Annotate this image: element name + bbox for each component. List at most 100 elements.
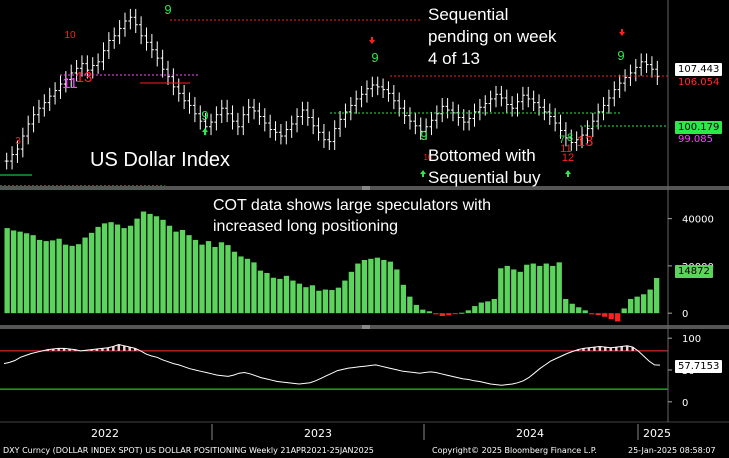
x-tick-label: 2025	[643, 427, 671, 440]
cot-bar	[205, 241, 212, 314]
cot-bar	[641, 294, 647, 314]
cot-bar	[465, 310, 471, 314]
cot-bar	[277, 278, 283, 314]
green-level-tag: 100.179	[675, 121, 723, 134]
cot-annotation: COT data shows large speculators with in…	[213, 197, 492, 235]
bottomed-annotation: Bottomed with Sequential buy	[428, 146, 541, 187]
td-count-label: 11	[560, 143, 571, 155]
td-count-label: 12	[562, 152, 574, 164]
cot-bar	[290, 280, 296, 314]
cot-bar	[374, 257, 381, 314]
cot-bar	[264, 273, 270, 314]
cot-bar	[30, 235, 36, 314]
cot-bar	[186, 235, 192, 314]
osc-overbought-fill	[46, 344, 634, 351]
pane-resize-handle	[362, 186, 370, 190]
chart-title: US Dollar Index	[90, 149, 231, 171]
cot-bar	[251, 262, 257, 314]
cot-bar	[504, 265, 510, 314]
td-count-label: 9	[371, 50, 378, 65]
cot-bar	[49, 240, 56, 314]
cot-bar	[543, 263, 549, 314]
cot-bar	[62, 244, 69, 314]
cot-bar	[114, 224, 121, 314]
footer-source: DXY Curncy (DOLLAR INDEX SPOT) US DOLLAR…	[3, 446, 374, 455]
td-count-label: 9	[201, 108, 208, 123]
y-tick-label: 0	[682, 398, 688, 409]
td-count-label: 7	[559, 134, 565, 146]
cot-bar	[166, 225, 173, 314]
x-tick-label: 2022	[91, 427, 119, 440]
cot-bar	[140, 211, 147, 314]
cot-bar	[595, 313, 601, 316]
cot-bar	[621, 308, 627, 314]
cot-bar	[654, 278, 660, 314]
cot-bar	[426, 311, 432, 314]
cot-bar	[355, 263, 361, 314]
cot-bar	[530, 263, 536, 314]
buy-arrow-icon	[202, 128, 208, 135]
cot-bar	[218, 242, 225, 314]
osc-line	[3, 343, 661, 386]
y-tick-label: 100	[682, 334, 701, 345]
cot-bar	[4, 228, 10, 314]
cot-bar	[238, 256, 244, 314]
cot-bar	[608, 313, 614, 320]
cot-bar	[101, 223, 108, 314]
axes: 400002000001005002022202320242025	[0, 0, 729, 440]
td-count-label: 8	[567, 132, 573, 144]
y-tick-label: 40000	[682, 215, 714, 226]
cot-bar	[498, 268, 504, 314]
cot-bar	[335, 287, 342, 314]
pane-resize-handle	[362, 325, 370, 329]
cot-bar	[387, 261, 394, 314]
cot-bar	[192, 239, 199, 314]
red-level-tag: 106.054	[678, 77, 720, 88]
cot-bar	[56, 238, 62, 314]
cot-bar	[342, 280, 348, 314]
cot-bar	[647, 289, 653, 314]
cot-bar	[212, 247, 218, 314]
x-tick-label: 2024	[516, 427, 544, 440]
cot-bar	[322, 289, 329, 314]
td-count-label: 10	[424, 153, 433, 162]
cot-bar	[36, 239, 43, 314]
cot-bar	[329, 290, 335, 314]
sell-arrow-icon	[619, 29, 625, 36]
cot-bar	[309, 285, 316, 314]
cot-bar	[10, 230, 17, 314]
cot-bar	[257, 270, 264, 314]
cot-bar	[446, 313, 452, 316]
cot-bar	[628, 299, 634, 314]
cot-bar	[270, 277, 277, 314]
cot-bar	[316, 290, 322, 314]
cot-bar	[179, 229, 186, 314]
cot-bar	[88, 232, 95, 314]
cot-bar	[413, 304, 419, 314]
sequential-pending-annotation: Sequential pending on week 4 of 13	[428, 5, 557, 68]
cot-bar	[576, 307, 582, 314]
cot-bar	[160, 219, 166, 314]
cot-bar	[524, 264, 530, 314]
cot-bar	[121, 228, 127, 314]
cot-bar	[407, 296, 413, 314]
footer-bar: DXY Curncy (DOLLAR INDEX SPOT) US DOLLAR…	[0, 441, 729, 458]
cot-bar	[17, 231, 23, 314]
cot-bar	[43, 241, 49, 314]
cot-bar	[589, 313, 595, 315]
cot-bar	[283, 275, 290, 314]
cot-bar	[582, 310, 588, 314]
td-count-label: 3	[15, 136, 21, 147]
footer-copyright: Copyright© 2025 Bloomberg Finance L.P.	[432, 446, 597, 455]
cot-bar	[75, 244, 82, 314]
buy-arrow-icon	[565, 170, 571, 177]
cot-bar	[231, 251, 238, 314]
cot-bar	[69, 245, 75, 314]
td-count-label: 10	[64, 30, 76, 41]
cot-bar	[602, 313, 608, 317]
cot-bar	[153, 216, 160, 314]
cot-bar	[420, 309, 426, 314]
cot-bar	[615, 313, 621, 322]
